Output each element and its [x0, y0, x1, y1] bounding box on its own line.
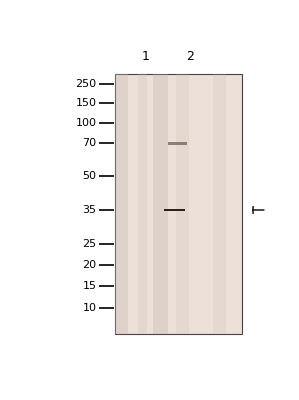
Bar [176, 74, 189, 334]
Text: 70: 70 [82, 138, 97, 148]
Text: 150: 150 [75, 98, 97, 108]
Bar [213, 74, 226, 334]
Text: 10: 10 [83, 303, 97, 313]
Text: 20: 20 [82, 260, 97, 270]
Text: 1: 1 [141, 50, 149, 64]
Text: 250: 250 [75, 79, 97, 89]
Text: 35: 35 [83, 205, 97, 215]
Bar [153, 74, 168, 334]
Text: 50: 50 [83, 171, 97, 181]
Text: 100: 100 [75, 118, 97, 128]
Bar [168, 142, 187, 145]
Bar [115, 74, 242, 334]
Bar [164, 209, 185, 211]
Text: 25: 25 [82, 239, 97, 249]
Bar [115, 74, 128, 334]
Text: 2: 2 [186, 50, 194, 64]
Text: 15: 15 [83, 281, 97, 291]
Bar [138, 74, 147, 334]
